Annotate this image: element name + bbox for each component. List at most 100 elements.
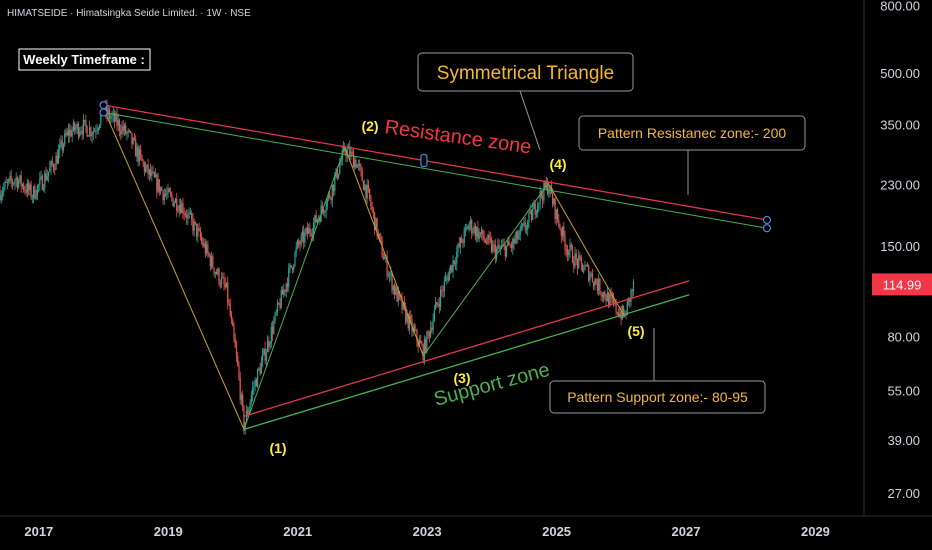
- candle-body: [270, 327, 272, 344]
- candle-body: [479, 232, 482, 235]
- candle-body: [390, 273, 392, 275]
- candle-body: [225, 282, 228, 288]
- candle-body: [76, 123, 78, 129]
- pattern-title-callout-box[interactable]: [417, 52, 634, 92]
- candle-body: [396, 287, 398, 302]
- timeframe-label-box: [18, 48, 151, 71]
- candle-body: [340, 160, 342, 165]
- candle-body: [571, 247, 574, 263]
- candle-body: [224, 284, 226, 288]
- candle-body: [423, 339, 426, 361]
- candle-body: [512, 238, 514, 249]
- resistance-end-handle[interactable]: [762, 215, 772, 225]
- candle-body: [268, 340, 270, 347]
- candle-body: [477, 227, 479, 239]
- candle-body: [545, 182, 547, 188]
- candle-body: [258, 368, 260, 370]
- candle-body: [189, 212, 192, 214]
- candle-body: [42, 188, 45, 190]
- candle-body: [276, 302, 279, 312]
- candle-body: [560, 229, 562, 236]
- candle-body: [311, 234, 313, 237]
- candle-body: [128, 130, 131, 132]
- candle-body: [252, 387, 254, 395]
- candle-body: [559, 226, 561, 230]
- candle-body: [313, 223, 315, 235]
- candle-body: [108, 109, 111, 119]
- candle-body: [405, 306, 407, 323]
- candle-body: [177, 210, 179, 212]
- candle-body: [20, 175, 22, 187]
- candle-body: [357, 163, 360, 165]
- candle-body: [596, 283, 599, 291]
- candle-body: [21, 184, 24, 187]
- candle-body: [111, 115, 113, 118]
- candle-body: [350, 151, 352, 158]
- candle-body: [369, 188, 371, 199]
- candle-body: [305, 227, 307, 233]
- candle-body: [179, 205, 182, 213]
- resistance-callout-text: Pattern Resistanec zone:- 200: [598, 125, 787, 141]
- candle-body: [510, 245, 513, 249]
- candle-body: [342, 145, 345, 151]
- candle-body: [360, 165, 362, 170]
- resistance-trendline[interactable]: [103, 104, 768, 221]
- candle-body: [98, 124, 101, 128]
- candle-body: [493, 244, 495, 246]
- candle-body: [55, 155, 57, 170]
- candle-body: [471, 220, 473, 234]
- candle-body: [388, 274, 391, 276]
- candle-body: [563, 226, 565, 238]
- candle-body: [9, 176, 11, 180]
- support-trendline[interactable]: [243, 294, 690, 430]
- candle-body: [327, 193, 330, 199]
- candle-body: [556, 209, 559, 220]
- candle-body: [433, 309, 435, 320]
- y-tick-label: 39.00: [887, 433, 920, 448]
- candle-body: [149, 169, 152, 177]
- resistance-inner-end-handle[interactable]: [762, 224, 772, 233]
- candle-body: [41, 176, 43, 190]
- candle-body: [522, 224, 524, 228]
- candle-body: [352, 152, 355, 168]
- candle-body: [381, 240, 383, 257]
- resistance-mid-handle[interactable]: [420, 153, 428, 168]
- candle-body: [458, 243, 460, 247]
- support-callout-box[interactable]: [549, 380, 766, 414]
- candle-body: [631, 289, 633, 291]
- candle-body: [215, 272, 218, 274]
- candle-body: [295, 247, 297, 253]
- candle-body: [418, 340, 421, 347]
- candle-body: [387, 275, 389, 277]
- resistance-inner-start-handle[interactable]: [99, 108, 108, 117]
- candle-body: [107, 109, 109, 115]
- candle-body: [204, 243, 206, 254]
- support-outer-trendline[interactable]: [243, 280, 690, 417]
- candle-body: [366, 185, 368, 199]
- candle-body: [375, 218, 377, 230]
- candle-body: [525, 229, 528, 231]
- resistance-callout-box[interactable]: [578, 115, 806, 151]
- candle-body: [425, 339, 427, 352]
- candle-body: [484, 240, 486, 243]
- candle-body: [235, 347, 238, 356]
- candle-body: [72, 122, 75, 131]
- candle-body: [89, 127, 91, 136]
- candle-body: [415, 329, 417, 331]
- resistance-inner-trendline[interactable]: [103, 111, 768, 229]
- candle-body: [116, 113, 118, 126]
- candle-body: [349, 146, 351, 158]
- candle-body: [163, 193, 165, 200]
- candle-body: [168, 188, 170, 192]
- candle-body: [140, 149, 142, 156]
- candle-body: [533, 203, 535, 209]
- candle-body: [351, 151, 353, 153]
- candle-body: [198, 228, 200, 230]
- candle-body: [513, 238, 515, 244]
- candle-body: [136, 146, 138, 157]
- candle-body: [47, 171, 50, 176]
- resistance-start-handle[interactable]: [99, 100, 108, 110]
- candle-body: [359, 163, 361, 166]
- candle-body: [540, 191, 543, 197]
